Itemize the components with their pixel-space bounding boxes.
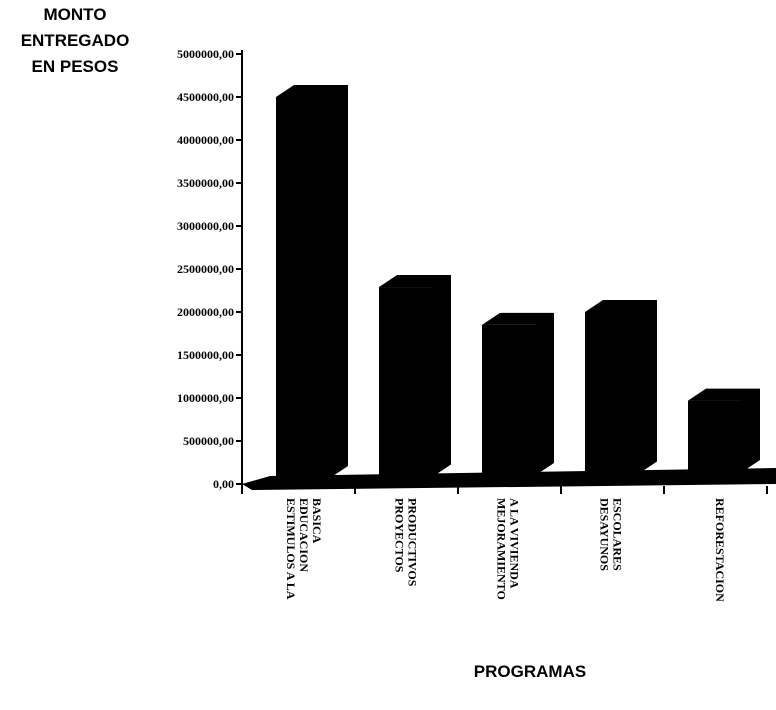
category-label-2: PROYECTOS PRODUCTIVOS [393, 498, 420, 587]
floor-band [242, 468, 776, 490]
bar-3 [482, 312, 554, 475]
y-tick-label: 5000000,00 [177, 47, 234, 61]
bar-1 [276, 85, 348, 478]
category-label-5: REFORESTACION [713, 498, 727, 602]
bar-front [585, 312, 639, 474]
category-label-line: DESAYUNOS [598, 498, 612, 571]
category-labels: ESTIMULOS A LA EDUCACION BASICA PROYECTOS PR… [284, 498, 727, 602]
y-tick-label: 3500000,00 [177, 176, 234, 190]
bar-front [688, 400, 742, 472]
y-tick-label: 1500000,00 [177, 348, 234, 362]
category-label-line: EDUCACION [297, 498, 311, 572]
y-tick-label: 1000000,00 [177, 391, 234, 405]
category-label-line: MEJORAMIENTO [495, 498, 509, 600]
bar-top-side [482, 312, 554, 475]
y-axis: 0,00 500000,00 1000000,00 1500000,00 2000000… [177, 47, 768, 494]
category-label-line: REFORESTACION [713, 498, 727, 602]
y-axis-title-line-2: ENTREGADO [20, 31, 130, 50]
category-label-4: DESAYUNOS ESCOLARES [598, 498, 625, 571]
bar-top-side [688, 388, 760, 472]
y-axis-title-line-1: MONTO [43, 5, 107, 24]
y-tick-label: 2000000,00 [177, 305, 234, 319]
category-label-line: ESTIMULOS A LA [284, 498, 298, 600]
category-label-1: ESTIMULOS A LA EDUCACION BASICA [284, 498, 324, 600]
bar-front [276, 97, 330, 478]
y-tick-label: 4000000,00 [177, 133, 234, 147]
bar-top-side [379, 275, 451, 477]
y-tick-label: 2500000,00 [177, 262, 234, 276]
bar-front [482, 324, 536, 475]
category-label-3: MEJORAMIENTO A LA VIVIENDA [495, 498, 522, 600]
bars [276, 85, 760, 478]
category-label-line: A LA VIVIENDA [508, 498, 522, 589]
bar-top-side [276, 85, 348, 478]
category-label-line: PROYECTOS [393, 498, 407, 573]
y-axis-title: MONTO ENTREGADO EN PESOS [0, 2, 150, 80]
y-tick-label: 500000,00 [183, 434, 234, 448]
y-tick-label: 4500000,00 [177, 90, 234, 104]
bar-2 [379, 275, 451, 477]
bar-top-side [585, 300, 657, 474]
category-label-line: ESCOLARES [611, 498, 625, 571]
bar-front [379, 287, 433, 477]
y-tick-label: 0,00 [213, 477, 234, 491]
y-tick-label: 3000000,00 [177, 219, 234, 233]
category-label-line: PRODUCTIVOS [406, 498, 420, 587]
y-axis-title-line-3: EN PESOS [31, 57, 119, 76]
bar-4 [585, 300, 657, 474]
x-axis-title: PROGRAMAS [473, 662, 587, 681]
category-label-line: BASICA [310, 498, 324, 544]
bar-5 [688, 388, 760, 472]
chart-floor [242, 468, 776, 490]
